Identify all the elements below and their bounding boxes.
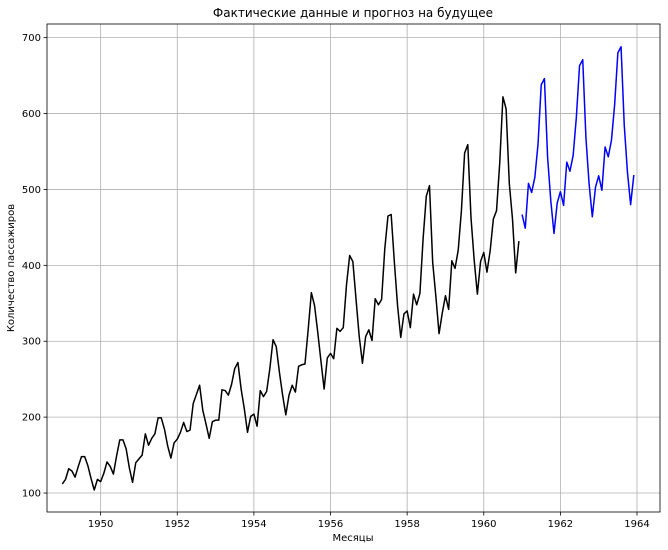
x-tick-label: 1950 bbox=[88, 519, 113, 530]
y-tick-label: 200 bbox=[22, 413, 41, 424]
x-tick-label: 1962 bbox=[548, 519, 573, 530]
x-tick-label: 1964 bbox=[624, 519, 649, 530]
y-tick-label: 500 bbox=[22, 185, 41, 196]
x-tick-label: 1952 bbox=[165, 519, 190, 530]
y-tick-label: 600 bbox=[22, 109, 41, 120]
chart-title: Фактические данные и прогноз на будущее bbox=[213, 6, 493, 20]
y-tick-label: 100 bbox=[22, 489, 41, 500]
y-axis: 100 200 300 400 500 600 700 bbox=[22, 33, 47, 500]
x-tick-label: 1956 bbox=[318, 519, 343, 530]
x-axis: 1950 1952 1954 1956 1958 1960 1962 1964 bbox=[88, 512, 650, 530]
series-group bbox=[61, 46, 635, 491]
y-axis-label: Количество пассажиров bbox=[6, 204, 17, 332]
x-tick-label: 1960 bbox=[471, 519, 496, 530]
y-tick-label: 400 bbox=[22, 261, 41, 272]
grid-lines bbox=[47, 24, 660, 512]
plot-frame bbox=[46, 23, 661, 513]
series-line-forecast bbox=[521, 46, 635, 235]
x-tick-label: 1958 bbox=[394, 519, 419, 530]
x-tick-label: 1954 bbox=[241, 519, 266, 530]
y-tick-label: 300 bbox=[22, 337, 41, 348]
series-line-actual bbox=[61, 96, 520, 491]
x-axis-label: Месяцы bbox=[333, 533, 374, 544]
y-tick-label: 700 bbox=[22, 33, 41, 44]
